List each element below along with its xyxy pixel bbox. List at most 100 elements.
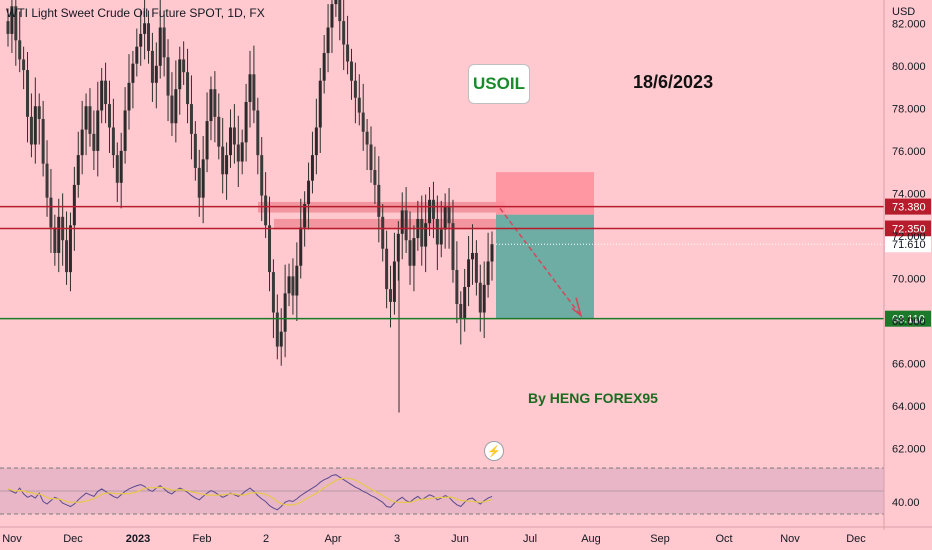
- candle-body: [45, 163, 49, 198]
- candle-body: [369, 144, 373, 171]
- candle-body: [170, 95, 174, 124]
- price-tag-label: 73.380: [892, 202, 926, 214]
- candle-body: [256, 110, 260, 156]
- candle-body: [322, 53, 326, 81]
- candle-body: [268, 225, 272, 273]
- candle-body: [18, 40, 22, 60]
- candle-body: [451, 223, 455, 270]
- y-tick-label: 80.000: [892, 61, 926, 73]
- rsi-panel: 40.00: [0, 467, 920, 515]
- candle-body: [271, 272, 275, 313]
- candle-body: [470, 252, 474, 260]
- candle-body: [236, 144, 240, 162]
- date-annotation: 18/6/2023: [633, 72, 714, 92]
- y-tick-label: 76.000: [892, 146, 926, 158]
- trade-box[interactable]: [496, 172, 594, 319]
- y-tick-label: 72.000: [892, 231, 926, 243]
- candle-body: [123, 110, 127, 151]
- candle-body: [186, 72, 190, 105]
- y-tick-label: 64.000: [892, 401, 926, 413]
- candle-body: [385, 248, 389, 290]
- candle-body: [178, 59, 182, 90]
- candle-body: [65, 240, 69, 273]
- price-levels[interactable]: 73.380 72.350 71.610 68.110: [0, 198, 931, 327]
- candle-body: [111, 127, 115, 156]
- candle-body: [84, 106, 88, 130]
- resistance-zone: [274, 218, 498, 230]
- candle-body: [127, 82, 131, 111]
- trend-arrow: [499, 207, 581, 316]
- x-tick-label: Nov: [2, 533, 22, 545]
- candle-body: [291, 276, 295, 296]
- price-tag: [885, 220, 931, 237]
- rsi-ma-line: [7, 477, 493, 506]
- candle-body: [307, 180, 311, 205]
- stop-loss-zone: [496, 172, 594, 215]
- candle-body: [150, 50, 154, 83]
- candle-body: [41, 118, 45, 164]
- candle-body: [353, 80, 357, 98]
- candle-body: [283, 293, 287, 332]
- candle-body: [88, 106, 92, 134]
- candle-body: [213, 89, 217, 117]
- candles: [6, 0, 494, 413]
- candle-body: [248, 74, 252, 102]
- candle-body: [197, 167, 201, 198]
- candle-body: [76, 155, 80, 185]
- candle-body: [260, 155, 264, 196]
- candle-body: [72, 184, 76, 226]
- y-tick-label: 68.000: [892, 316, 926, 328]
- candle-body: [381, 216, 385, 249]
- candle-body: [435, 218, 439, 245]
- candle-body: [338, 0, 342, 22]
- candle-body: [264, 195, 268, 226]
- y-tick-label: 74.000: [892, 188, 926, 200]
- candle-body: [326, 27, 330, 54]
- candle-body: [252, 74, 256, 111]
- candle-body: [158, 27, 162, 66]
- candle-body: [490, 244, 494, 262]
- candle-body: [143, 23, 147, 34]
- candle-body: [22, 59, 26, 71]
- y-tick-label: 62.000: [892, 444, 926, 456]
- x-tick-label: Aug: [581, 533, 601, 545]
- candle-body: [365, 131, 369, 145]
- candle-body: [428, 199, 432, 224]
- candle-body: [49, 197, 53, 228]
- candle-body: [240, 142, 244, 162]
- candle-body: [29, 116, 33, 145]
- candle-body: [225, 155, 229, 175]
- price-tag: [885, 198, 931, 215]
- symbol-badge: USOIL: [468, 64, 530, 104]
- rsi-tick-label: 40.00: [892, 497, 920, 509]
- candle-body: [131, 63, 135, 83]
- y-tick-label: 66.000: [892, 359, 926, 371]
- candle-body: [33, 106, 37, 145]
- lightning-bolt-icon[interactable]: ⚡: [484, 441, 504, 461]
- price-tag-label: 68.110: [892, 314, 925, 326]
- candle-body: [135, 46, 139, 64]
- candle-body: [232, 127, 236, 145]
- price-tag: [885, 236, 931, 253]
- candle-body: [182, 59, 186, 73]
- candle-body: [37, 106, 41, 119]
- y-tick-label: 70.000: [892, 273, 926, 285]
- candle-body: [287, 276, 291, 294]
- candle-body: [330, 4, 334, 28]
- candle-body: [10, 6, 14, 34]
- candle-body: [244, 101, 248, 143]
- candle-body: [96, 110, 100, 151]
- candle-body: [447, 206, 451, 224]
- candle-body: [189, 104, 193, 134]
- candle-body: [166, 57, 170, 96]
- x-tick-label: 2023: [126, 533, 150, 545]
- candle-body: [396, 233, 400, 262]
- candle-body: [57, 216, 61, 253]
- candle-body: [478, 282, 482, 313]
- take-profit-zone: [496, 214, 594, 319]
- x-tick-label: 2: [263, 533, 269, 545]
- author-annotation: By HENG FOREX95: [528, 390, 658, 406]
- candle-body: [209, 89, 213, 122]
